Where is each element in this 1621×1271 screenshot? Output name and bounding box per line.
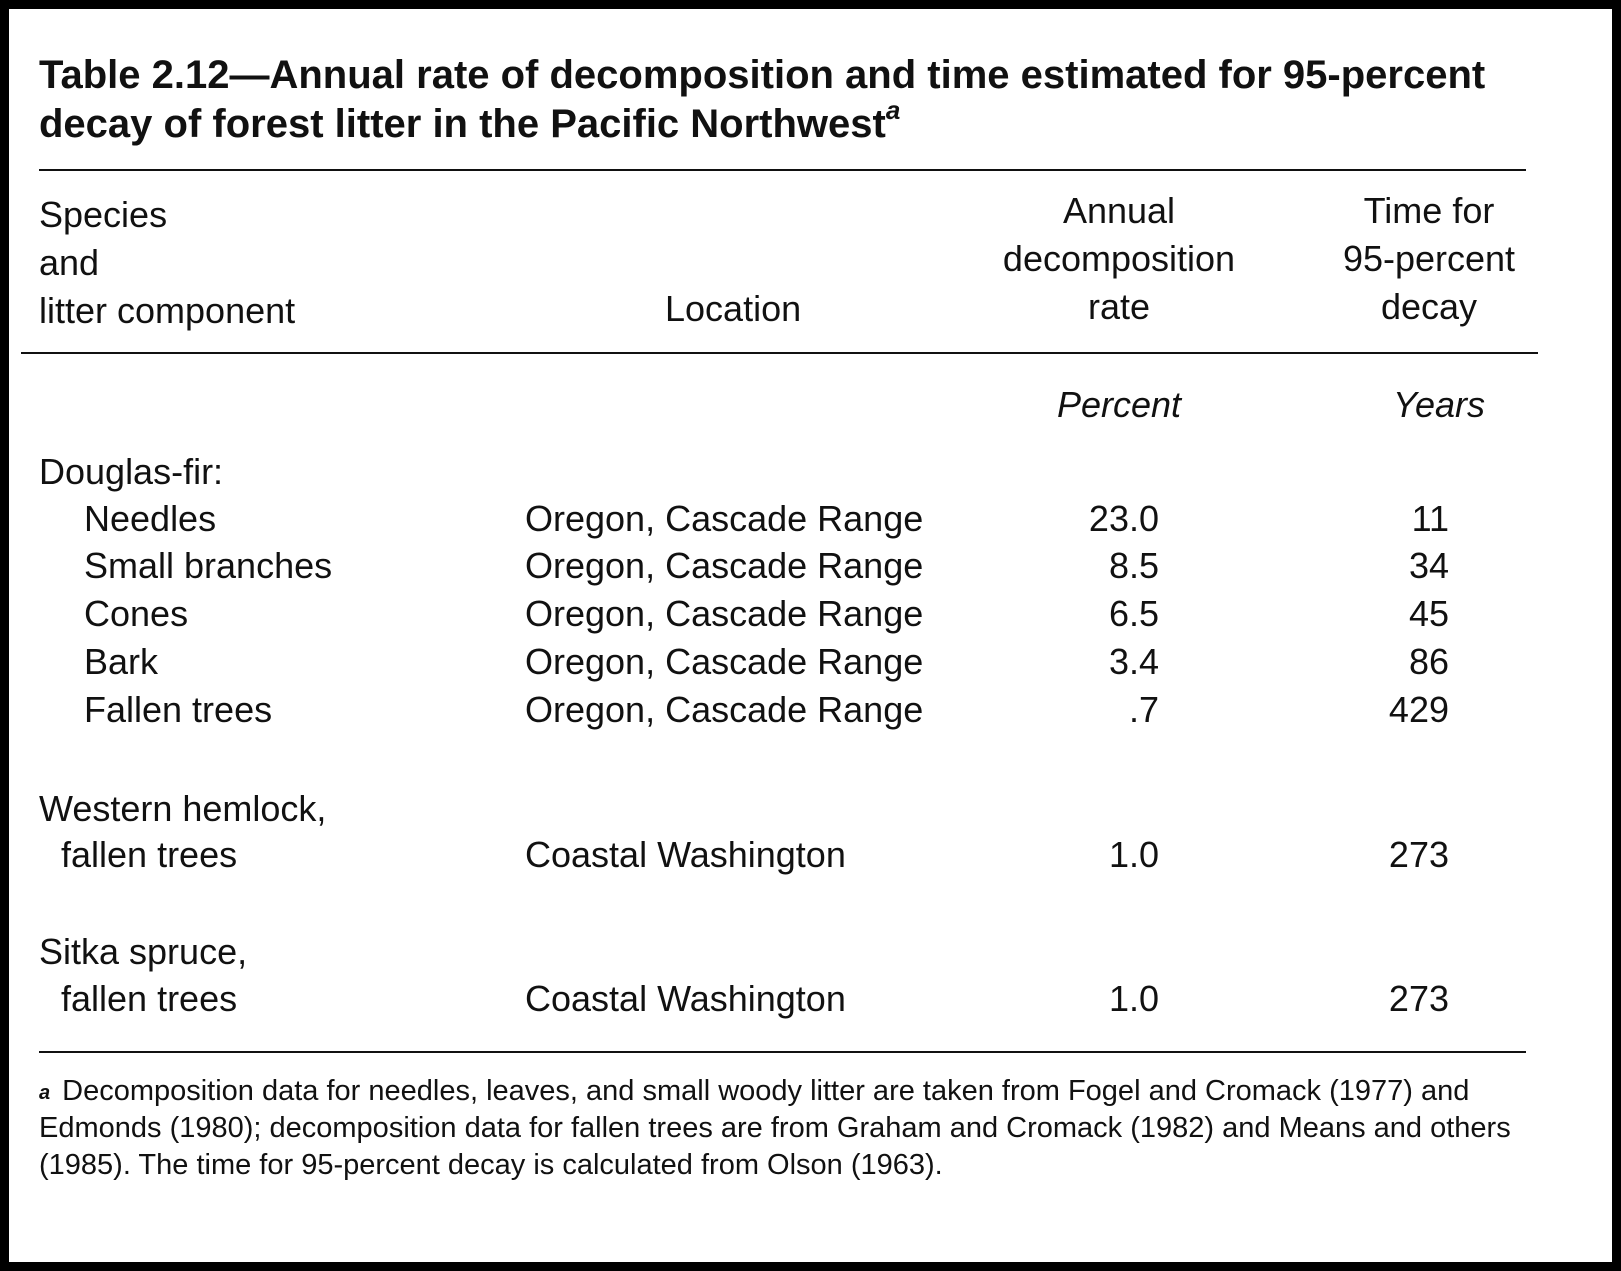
row-rate: 1.0 (1108, 978, 1159, 1019)
row-years: 273 (1388, 834, 1449, 875)
row-component: Cones (84, 593, 189, 634)
row-location: Coastal Washington (525, 978, 846, 1019)
row-rate: 23.0 (1088, 498, 1159, 539)
header-species: Species and litter component (39, 191, 295, 335)
header-rate-line1: Annual (1062, 190, 1176, 231)
header-rule (21, 352, 1538, 354)
row-component: Fallen trees (84, 689, 273, 730)
header-species-line1: Species (39, 194, 168, 235)
row-rate: 1.0 (1108, 834, 1159, 875)
row-location: Oregon, Cascade Range (525, 593, 924, 634)
table-title: Table 2.12—Annual rate of decomposition … (39, 51, 1539, 149)
row-years: 45 (1408, 593, 1449, 634)
header-time-line2: 95-percent (1342, 238, 1516, 279)
header-species-line2: and (39, 242, 100, 283)
row-rate: 8.5 (1108, 545, 1159, 586)
row-years: 273 (1388, 978, 1449, 1019)
row-years: 11 (1411, 498, 1449, 539)
table-title-text: Table 2.12—Annual rate of decomposition … (39, 53, 1486, 146)
header-time: Time for 95-percent decay (1309, 187, 1549, 331)
footnote-text: Decomposition data for needles, leaves, … (39, 1075, 1511, 1181)
header-species-line3: litter component (39, 290, 296, 331)
header-rate-line2: decomposition (1002, 238, 1236, 279)
row-location: Oregon, Cascade Range (525, 498, 924, 539)
group-heading: Western hemlock, (39, 788, 327, 829)
group-heading: Sitka spruce, (39, 931, 248, 972)
row-location: Oregon, Cascade Range (525, 545, 924, 586)
header-rate: Annual decomposition rate (969, 187, 1269, 331)
row-component: Needles (84, 498, 217, 539)
row-rate: 3.4 (1108, 641, 1159, 682)
row-location: Oregon, Cascade Range (525, 641, 924, 682)
bottom-rule (39, 1051, 1526, 1053)
title-footnote-mark: a (885, 94, 901, 125)
group-heading: Douglas-fir: (39, 451, 224, 492)
row-years: 429 (1388, 689, 1449, 730)
row-component: fallen trees (61, 978, 238, 1019)
header-time-line1: Time for (1363, 190, 1495, 231)
row-component: Bark (84, 641, 159, 682)
footnote: a Decomposition data for needles, leaves,… (39, 1073, 1549, 1184)
header-rate-line3: rate (1087, 286, 1151, 327)
row-component: fallen trees (61, 834, 238, 875)
footnote-mark: a (39, 1082, 51, 1104)
unit-rate: Percent (1056, 384, 1182, 425)
row-location: Oregon, Cascade Range (525, 689, 924, 730)
row-location: Coastal Washington (525, 834, 846, 875)
unit-time: Years (1392, 384, 1486, 425)
row-rate: 6.5 (1108, 593, 1159, 634)
row-years: 86 (1408, 641, 1449, 682)
row-component: Small branches (84, 545, 333, 586)
header-location: Location (665, 288, 802, 329)
top-rule (39, 169, 1526, 171)
header-time-line3: decay (1380, 286, 1478, 327)
row-years: 34 (1408, 545, 1449, 586)
row-rate: .7 (1128, 689, 1159, 730)
